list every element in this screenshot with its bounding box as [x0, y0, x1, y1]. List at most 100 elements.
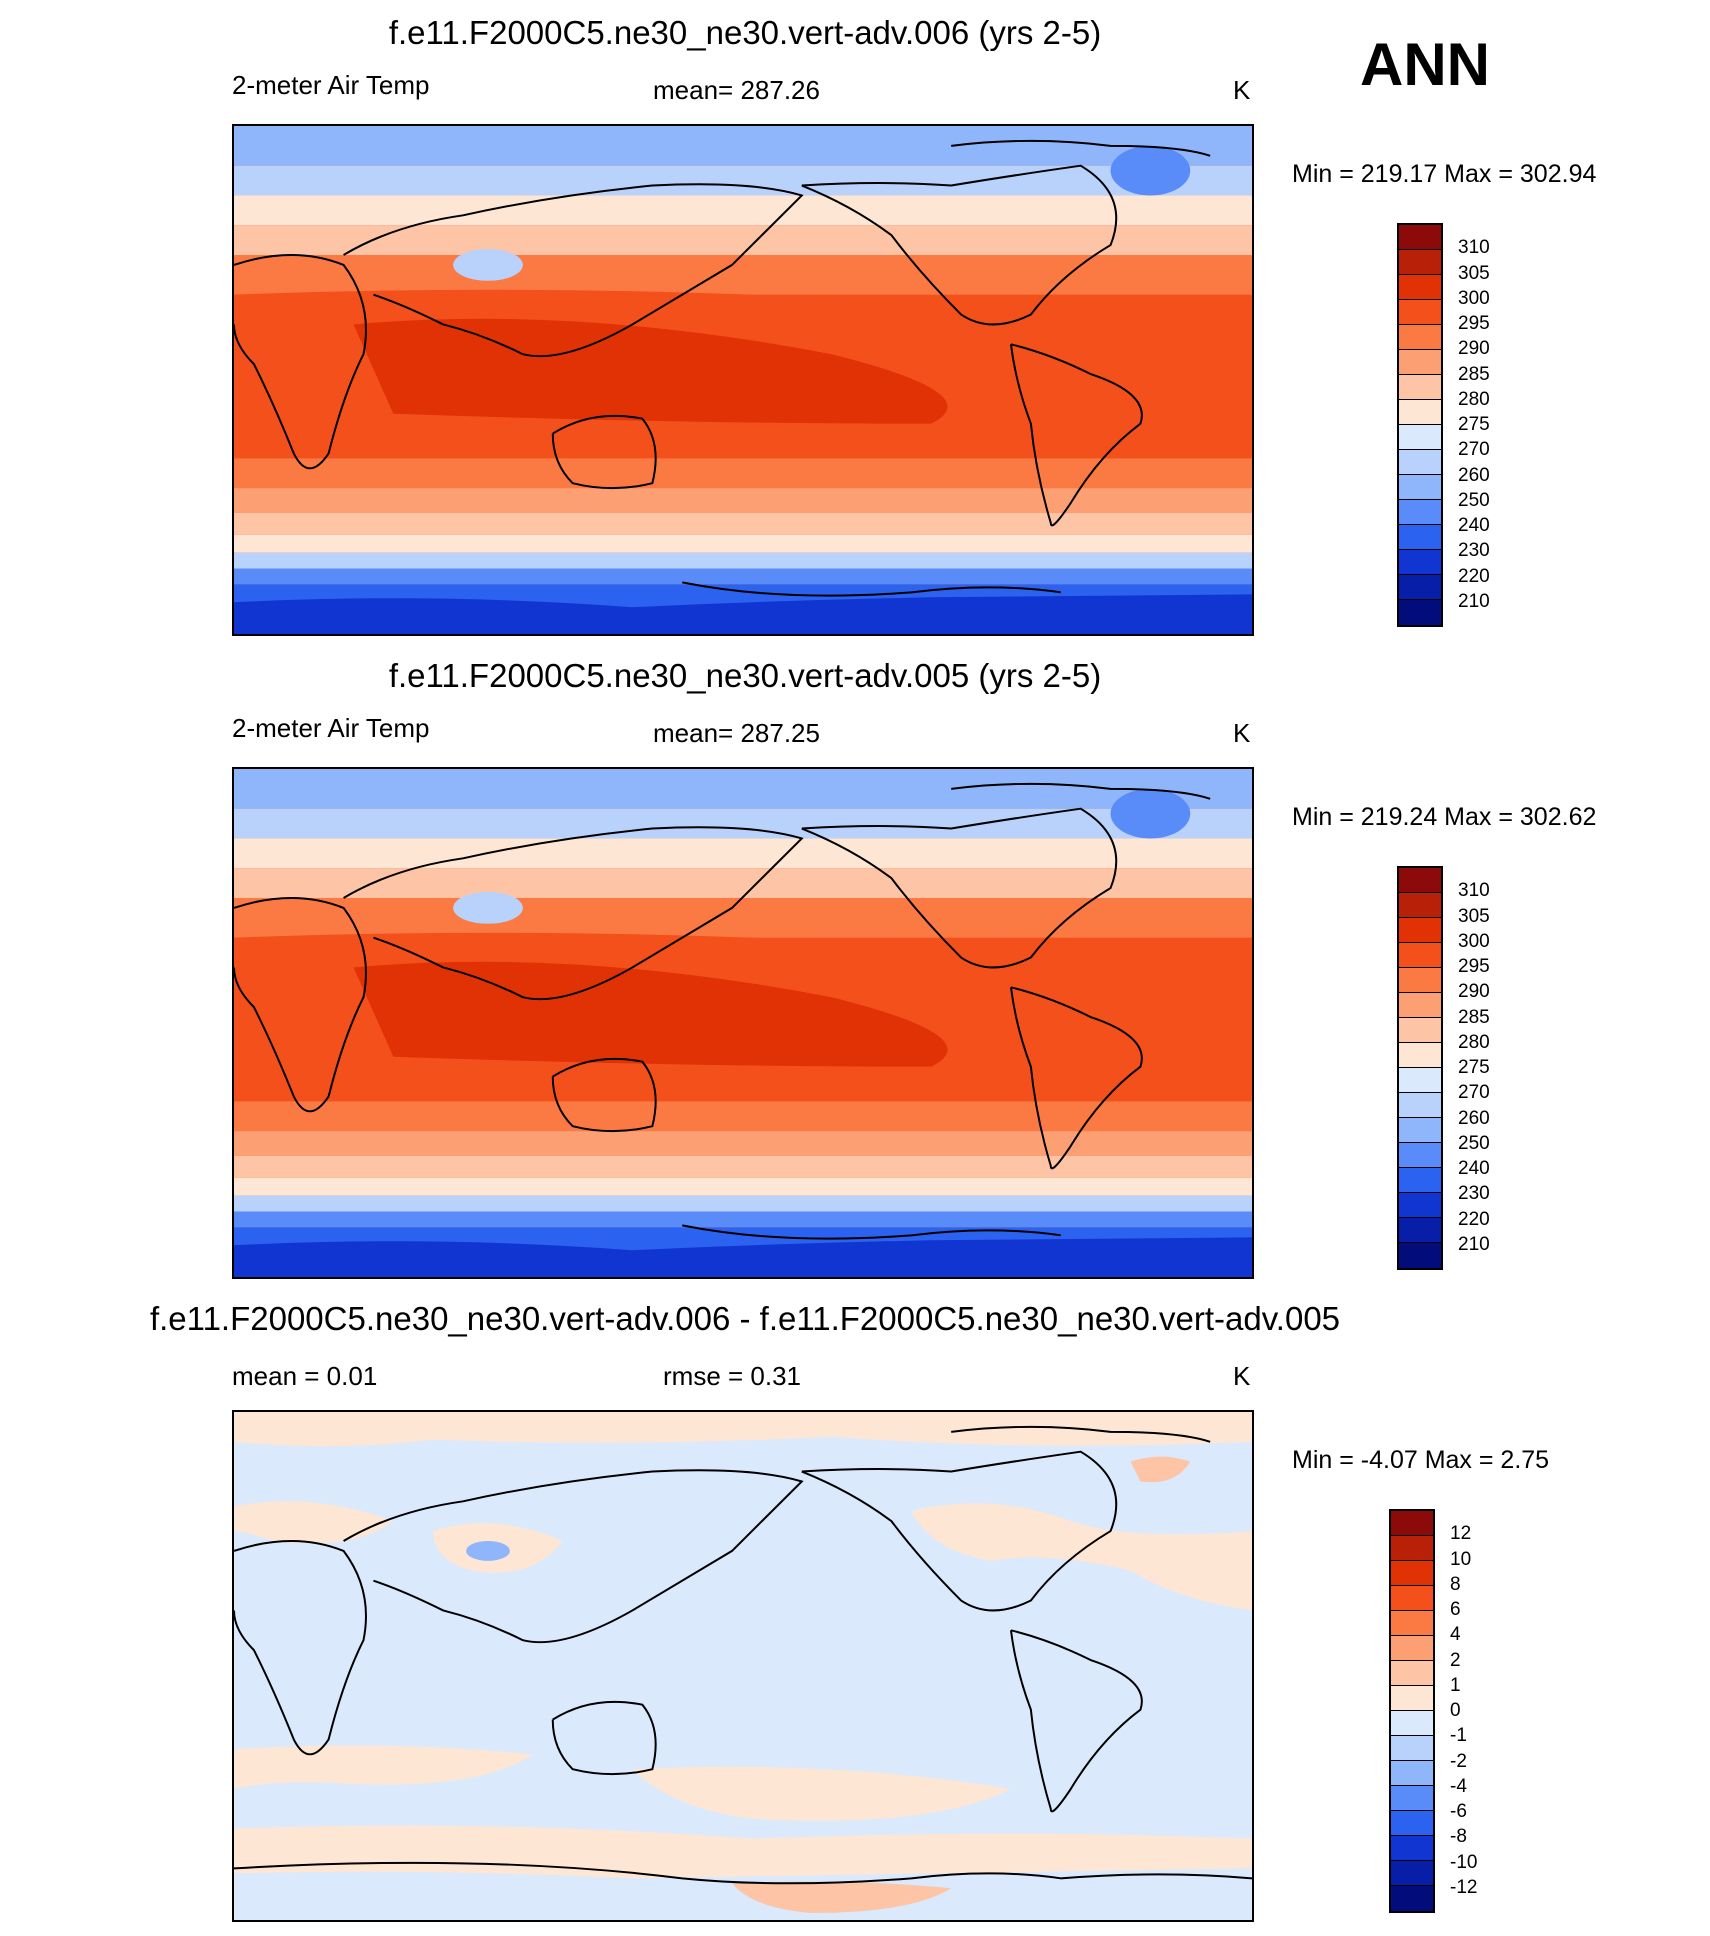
- arctic-band: [234, 769, 1252, 809]
- colorbar-tick-label: 2: [1450, 1649, 1461, 1671]
- colorbar-swatch: [1391, 1811, 1433, 1836]
- colorbar-tick-label: 250: [1458, 1132, 1490, 1154]
- colorbar-tick-label: 250: [1458, 489, 1490, 511]
- northern-mid-band: [234, 225, 1252, 255]
- panel-title: f.e11.F2000C5.ne30_ne30.vert-adv.006 (yr…: [388, 14, 1102, 51]
- colorbar-tick-label: -2: [1450, 1750, 1467, 1772]
- colorbar-swatch: [1399, 500, 1441, 525]
- colorbar-tick-label: 295: [1458, 313, 1490, 334]
- colorbar-swatch: [1391, 1836, 1433, 1861]
- colorbar: [1389, 1509, 1435, 1913]
- colorbar-swatch: [1399, 893, 1441, 918]
- colorbar-swatch: [1391, 1886, 1433, 1911]
- colorbar-swatch: [1399, 250, 1441, 275]
- colorbar-swatch: [1399, 1243, 1441, 1268]
- colorbar-swatch: [1399, 1118, 1441, 1143]
- panel-title: f.e11.F2000C5.ne30_ne30.vert-adv.005 (yr…: [388, 657, 1102, 694]
- greenland-cold-spot: [1110, 145, 1191, 196]
- units-label: K: [1233, 718, 1251, 748]
- colorbar-tick-label: 310: [1458, 237, 1490, 259]
- colorbar-tick-label: 0: [1450, 1700, 1461, 1721]
- colorbar-swatch: [1399, 1218, 1441, 1243]
- coastlines: [234, 1425, 1252, 1885]
- subarctic-band: [234, 808, 1252, 839]
- northern-warm-band: [234, 897, 1252, 938]
- subarctic-band: [234, 165, 1252, 196]
- colorbar-swatch: [1399, 575, 1441, 600]
- colorbar-swatch: [1399, 275, 1441, 300]
- colorbar-tick-label: 280: [1458, 388, 1490, 410]
- colorbar-swatch: [1399, 350, 1441, 375]
- min-max-label: Min = 219.24 Max = 302.62: [1292, 803, 1597, 831]
- difference-map: [232, 1410, 1254, 1922]
- colorbar-tick-label: 310: [1458, 880, 1490, 902]
- variable-label: 2-meter Air Temp: [232, 713, 430, 743]
- colorbar-swatch: [1391, 1786, 1433, 1811]
- temperature-map: [232, 767, 1254, 1279]
- colorbar-swatch: [1399, 1068, 1441, 1093]
- colorbar-swatch: [1399, 225, 1441, 250]
- colorbar-tick-label: 295: [1458, 956, 1490, 977]
- min-max-label: Min = -4.07 Max = 2.75: [1292, 1446, 1550, 1474]
- colorbar-swatch: [1391, 1561, 1433, 1586]
- rmse-label: rmse = 0.31: [663, 1361, 802, 1391]
- colorbar-swatch: [1399, 968, 1441, 993]
- colorbar-swatch: [1391, 1586, 1433, 1611]
- colorbar-swatch: [1391, 1536, 1433, 1561]
- colorbar-tick-label: 260: [1458, 464, 1490, 486]
- colorbar-tick-label: 4: [1450, 1624, 1461, 1646]
- northern-cool-band: [234, 195, 1252, 226]
- tibet-cold-spot: [453, 892, 523, 924]
- colorbar-tick-label: 240: [1458, 515, 1490, 536]
- colorbar: [1397, 223, 1443, 627]
- arctic-band: [234, 126, 1252, 166]
- colorbar-swatch: [1391, 1636, 1433, 1661]
- colorbar-swatch: [1391, 1511, 1433, 1536]
- colorbar-swatch: [1399, 450, 1441, 475]
- colorbar-swatch: [1391, 1711, 1433, 1736]
- colorbar-tick-label: 220: [1458, 565, 1490, 587]
- northern-warm-band: [234, 254, 1252, 295]
- colorbar-tick-label: 6: [1450, 1599, 1461, 1620]
- colorbar-tick-label: 280: [1458, 1031, 1490, 1053]
- colorbar-tick-label: 210: [1458, 1233, 1490, 1255]
- colorbar-tick-label: 1: [1450, 1674, 1461, 1696]
- colorbar-swatch: [1391, 1861, 1433, 1886]
- min-max-label: Min = 219.17 Max = 302.94: [1292, 160, 1597, 188]
- colorbar-tick-label: -12: [1450, 1876, 1478, 1898]
- mean-label: mean= 287.25: [653, 718, 820, 748]
- colorbar-swatch: [1399, 400, 1441, 425]
- colorbar-tick-label: -6: [1450, 1801, 1467, 1822]
- variable-label: 2-meter Air Temp: [232, 70, 430, 100]
- colorbar-swatch: [1399, 1018, 1441, 1043]
- colorbar-swatch: [1399, 1193, 1441, 1218]
- colorbar-tick-label: 290: [1458, 338, 1490, 360]
- colorbar-tick-label: -1: [1450, 1725, 1467, 1747]
- colorbar-swatch: [1391, 1661, 1433, 1686]
- colorbar-swatch: [1399, 300, 1441, 325]
- colorbar-tick-label: 290: [1458, 981, 1490, 1003]
- colorbar-tick-label: 275: [1458, 414, 1490, 435]
- greenland-cold-spot: [1110, 788, 1191, 839]
- mean-label: mean = 0.01: [232, 1361, 378, 1391]
- map-canvas: [234, 126, 1252, 634]
- colorbar-tick-label: 300: [1458, 930, 1490, 952]
- colorbar-tick-label: 240: [1458, 1158, 1490, 1179]
- colorbar-tick-label: 230: [1458, 1183, 1490, 1205]
- colorbar-swatch: [1399, 943, 1441, 968]
- colorbar-swatch: [1399, 993, 1441, 1018]
- colorbar-swatch: [1391, 1686, 1433, 1711]
- colorbar-swatch: [1399, 375, 1441, 400]
- colorbar-tick-label: 210: [1458, 590, 1490, 612]
- units-label: K: [1233, 1361, 1251, 1391]
- colorbar-tick-label: 300: [1458, 287, 1490, 309]
- tibet-cold-spot: [453, 249, 523, 281]
- colorbar-swatch: [1399, 868, 1441, 893]
- colorbar-swatch: [1399, 1093, 1441, 1118]
- colorbar-swatch: [1391, 1761, 1433, 1786]
- colorbar-swatch: [1399, 325, 1441, 350]
- colorbar-swatch: [1399, 1168, 1441, 1193]
- colorbar-tick-label: 305: [1458, 262, 1490, 284]
- colorbar-tick-label: -8: [1450, 1826, 1467, 1848]
- colorbar-tick-label: 285: [1458, 1006, 1490, 1028]
